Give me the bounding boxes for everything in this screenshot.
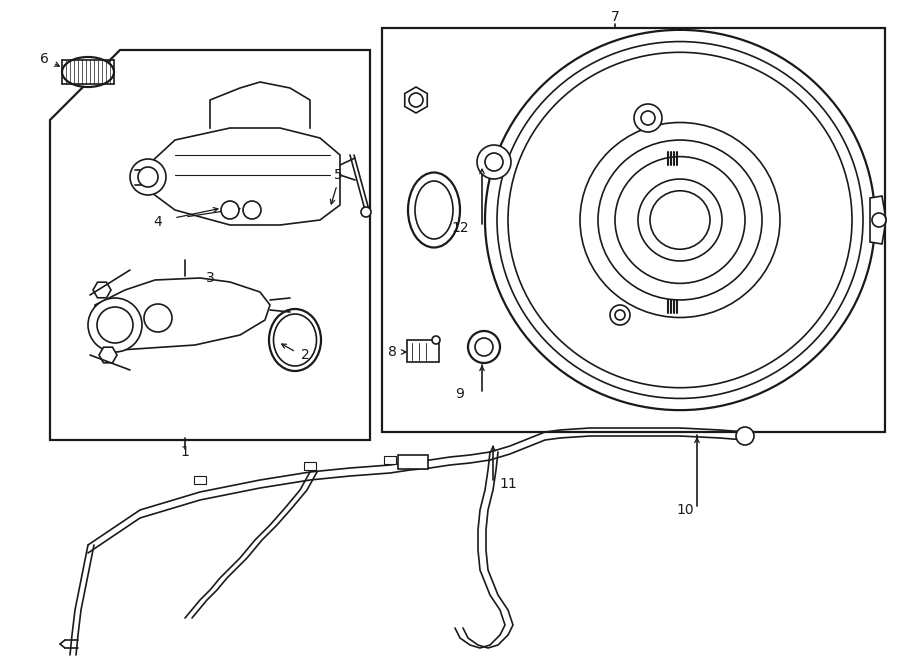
Polygon shape (95, 278, 270, 350)
Circle shape (736, 427, 754, 445)
Circle shape (432, 336, 440, 344)
Text: 7: 7 (610, 10, 619, 24)
Text: 3: 3 (205, 271, 214, 285)
Text: 1: 1 (181, 445, 189, 459)
Circle shape (485, 153, 503, 171)
Circle shape (243, 201, 261, 219)
Bar (194, 476, 206, 484)
Ellipse shape (638, 179, 722, 261)
Ellipse shape (274, 314, 317, 366)
Ellipse shape (408, 173, 460, 247)
Circle shape (610, 305, 630, 325)
Text: 11: 11 (500, 477, 517, 491)
Text: 10: 10 (676, 503, 694, 517)
Text: 12: 12 (451, 221, 469, 235)
Circle shape (634, 104, 662, 132)
Circle shape (88, 298, 142, 352)
Text: 2: 2 (301, 348, 310, 362)
Circle shape (477, 145, 511, 179)
Circle shape (138, 167, 158, 187)
Circle shape (409, 93, 423, 107)
Bar (120, 55, 360, 255)
Polygon shape (870, 196, 886, 244)
Text: 4: 4 (154, 215, 162, 229)
Ellipse shape (598, 140, 762, 300)
Text: 6: 6 (40, 52, 49, 66)
Ellipse shape (580, 122, 780, 317)
Polygon shape (148, 128, 340, 225)
Circle shape (221, 201, 239, 219)
Bar (382, 28, 885, 432)
Bar (407, 340, 439, 362)
Polygon shape (50, 50, 370, 440)
Ellipse shape (650, 191, 710, 249)
Polygon shape (99, 347, 117, 363)
Ellipse shape (497, 42, 863, 399)
Ellipse shape (485, 30, 875, 410)
Ellipse shape (269, 309, 321, 371)
Circle shape (97, 307, 133, 343)
Circle shape (475, 338, 493, 356)
Text: 5: 5 (334, 168, 342, 182)
Bar (384, 456, 396, 464)
Bar (398, 455, 428, 469)
Ellipse shape (62, 57, 114, 87)
Ellipse shape (508, 52, 852, 388)
Circle shape (615, 310, 625, 320)
Ellipse shape (415, 181, 453, 239)
Text: 8: 8 (388, 345, 396, 359)
Bar (304, 462, 316, 470)
Ellipse shape (615, 157, 745, 284)
Circle shape (872, 213, 886, 227)
Circle shape (130, 159, 166, 195)
Polygon shape (93, 282, 111, 298)
Polygon shape (405, 87, 428, 113)
Text: 9: 9 (455, 387, 464, 401)
Circle shape (361, 207, 371, 217)
Circle shape (468, 331, 500, 363)
Circle shape (641, 111, 655, 125)
Circle shape (144, 304, 172, 332)
